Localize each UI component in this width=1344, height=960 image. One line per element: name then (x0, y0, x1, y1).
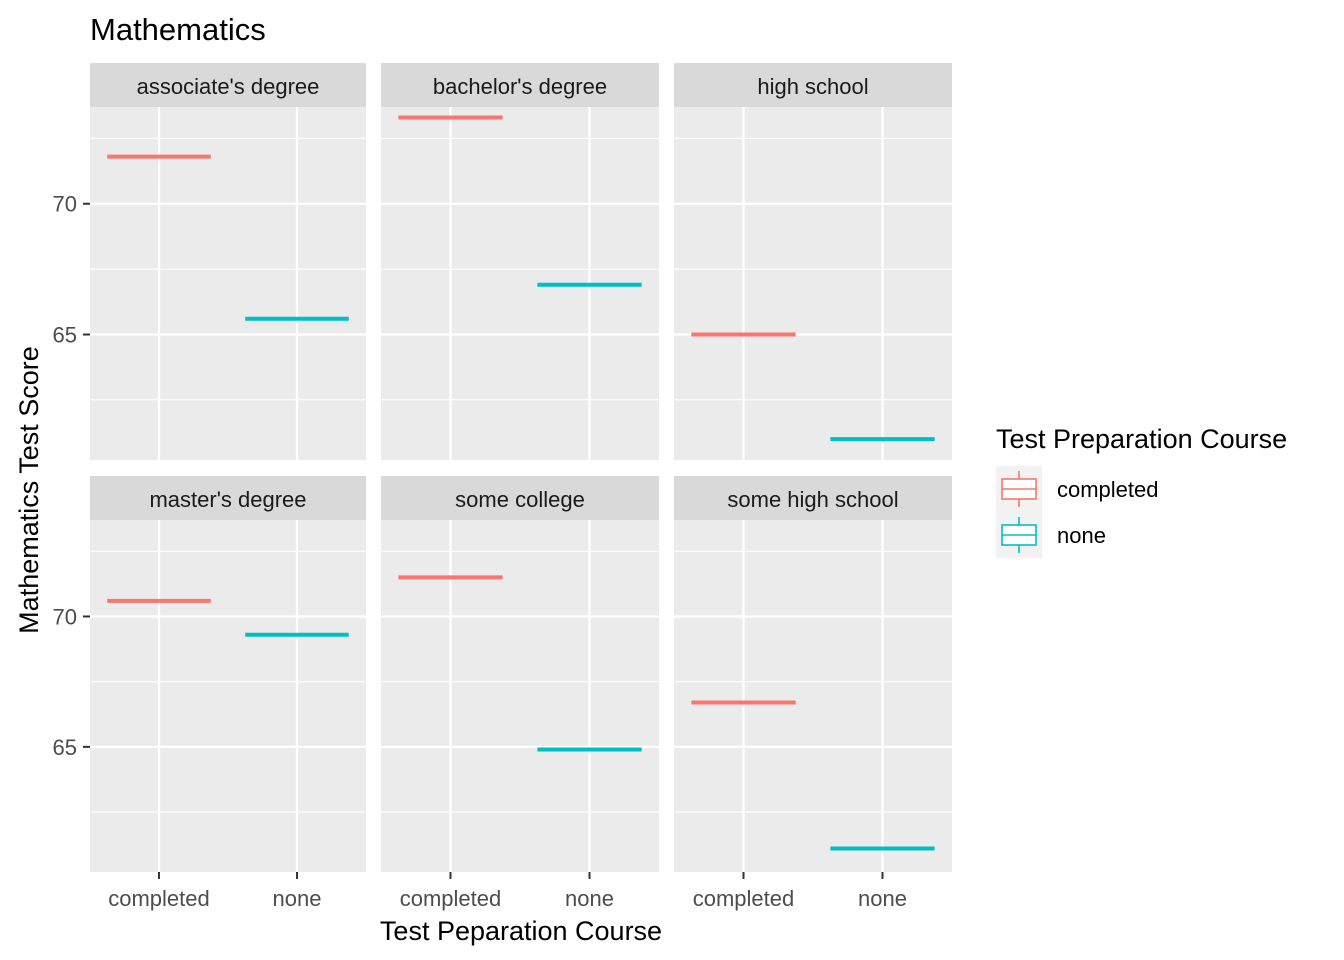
facet-label: associate's degree (137, 74, 320, 99)
facet-label: master's degree (149, 487, 306, 512)
facet-strip (674, 476, 952, 520)
legend: Test Preparation Course completed none (996, 424, 1287, 558)
panel-background (381, 520, 659, 872)
y-axis-title: Mathematics Test Score (14, 346, 44, 634)
legend-label: completed (1057, 477, 1159, 502)
x-axis-group: completed none completed none completed none (108, 872, 907, 911)
legend-keys: completed none (996, 466, 1159, 558)
x-tick-label: completed (400, 886, 502, 911)
facet-strip (381, 63, 659, 107)
x-tick-label: none (565, 886, 614, 911)
facet-label: high school (757, 74, 868, 99)
x-axis-title: Test Peparation Course (380, 916, 662, 946)
y-axes-group: 65 70 65 70 (53, 192, 90, 760)
facet-some-high-school: some high school (674, 476, 952, 872)
facet-label: bachelor's degree (433, 74, 607, 99)
facet-strip (90, 63, 366, 107)
legend-label: none (1057, 523, 1106, 548)
chart-title: Mathematics (90, 12, 266, 47)
facet-high-school: high school (674, 63, 952, 460)
x-tick-label: completed (108, 886, 210, 911)
y-tick-label: 65 (53, 322, 77, 347)
facet-some-college: some college (381, 476, 659, 872)
facets-group: associate's degree bachelor's degree high … (90, 63, 952, 872)
legend-item-completed: completed (996, 466, 1159, 512)
facet-master-s-degree: master's degree (90, 476, 366, 872)
panel-background (674, 107, 952, 460)
panel-background (90, 107, 366, 460)
x-tick-label: none (273, 886, 322, 911)
y-tick-label: 70 (53, 604, 77, 629)
legend-item-none: none (996, 512, 1106, 558)
y-tick-label: 70 (53, 192, 77, 217)
y-tick-label: 65 (53, 735, 77, 760)
facet-label: some college (455, 487, 585, 512)
facet-strip (381, 476, 659, 520)
x-tick-label: completed (693, 886, 795, 911)
panel-background (90, 520, 366, 872)
facet-label: some high school (727, 487, 898, 512)
facet-strip (90, 476, 366, 520)
facet-associate-s-degree: associate's degree (90, 63, 366, 460)
x-tick-label: none (858, 886, 907, 911)
facet-bachelor-s-degree: bachelor's degree (381, 63, 659, 460)
panel-background (674, 520, 952, 872)
facet-strip (674, 63, 952, 107)
legend-title: Test Preparation Course (996, 424, 1287, 454)
